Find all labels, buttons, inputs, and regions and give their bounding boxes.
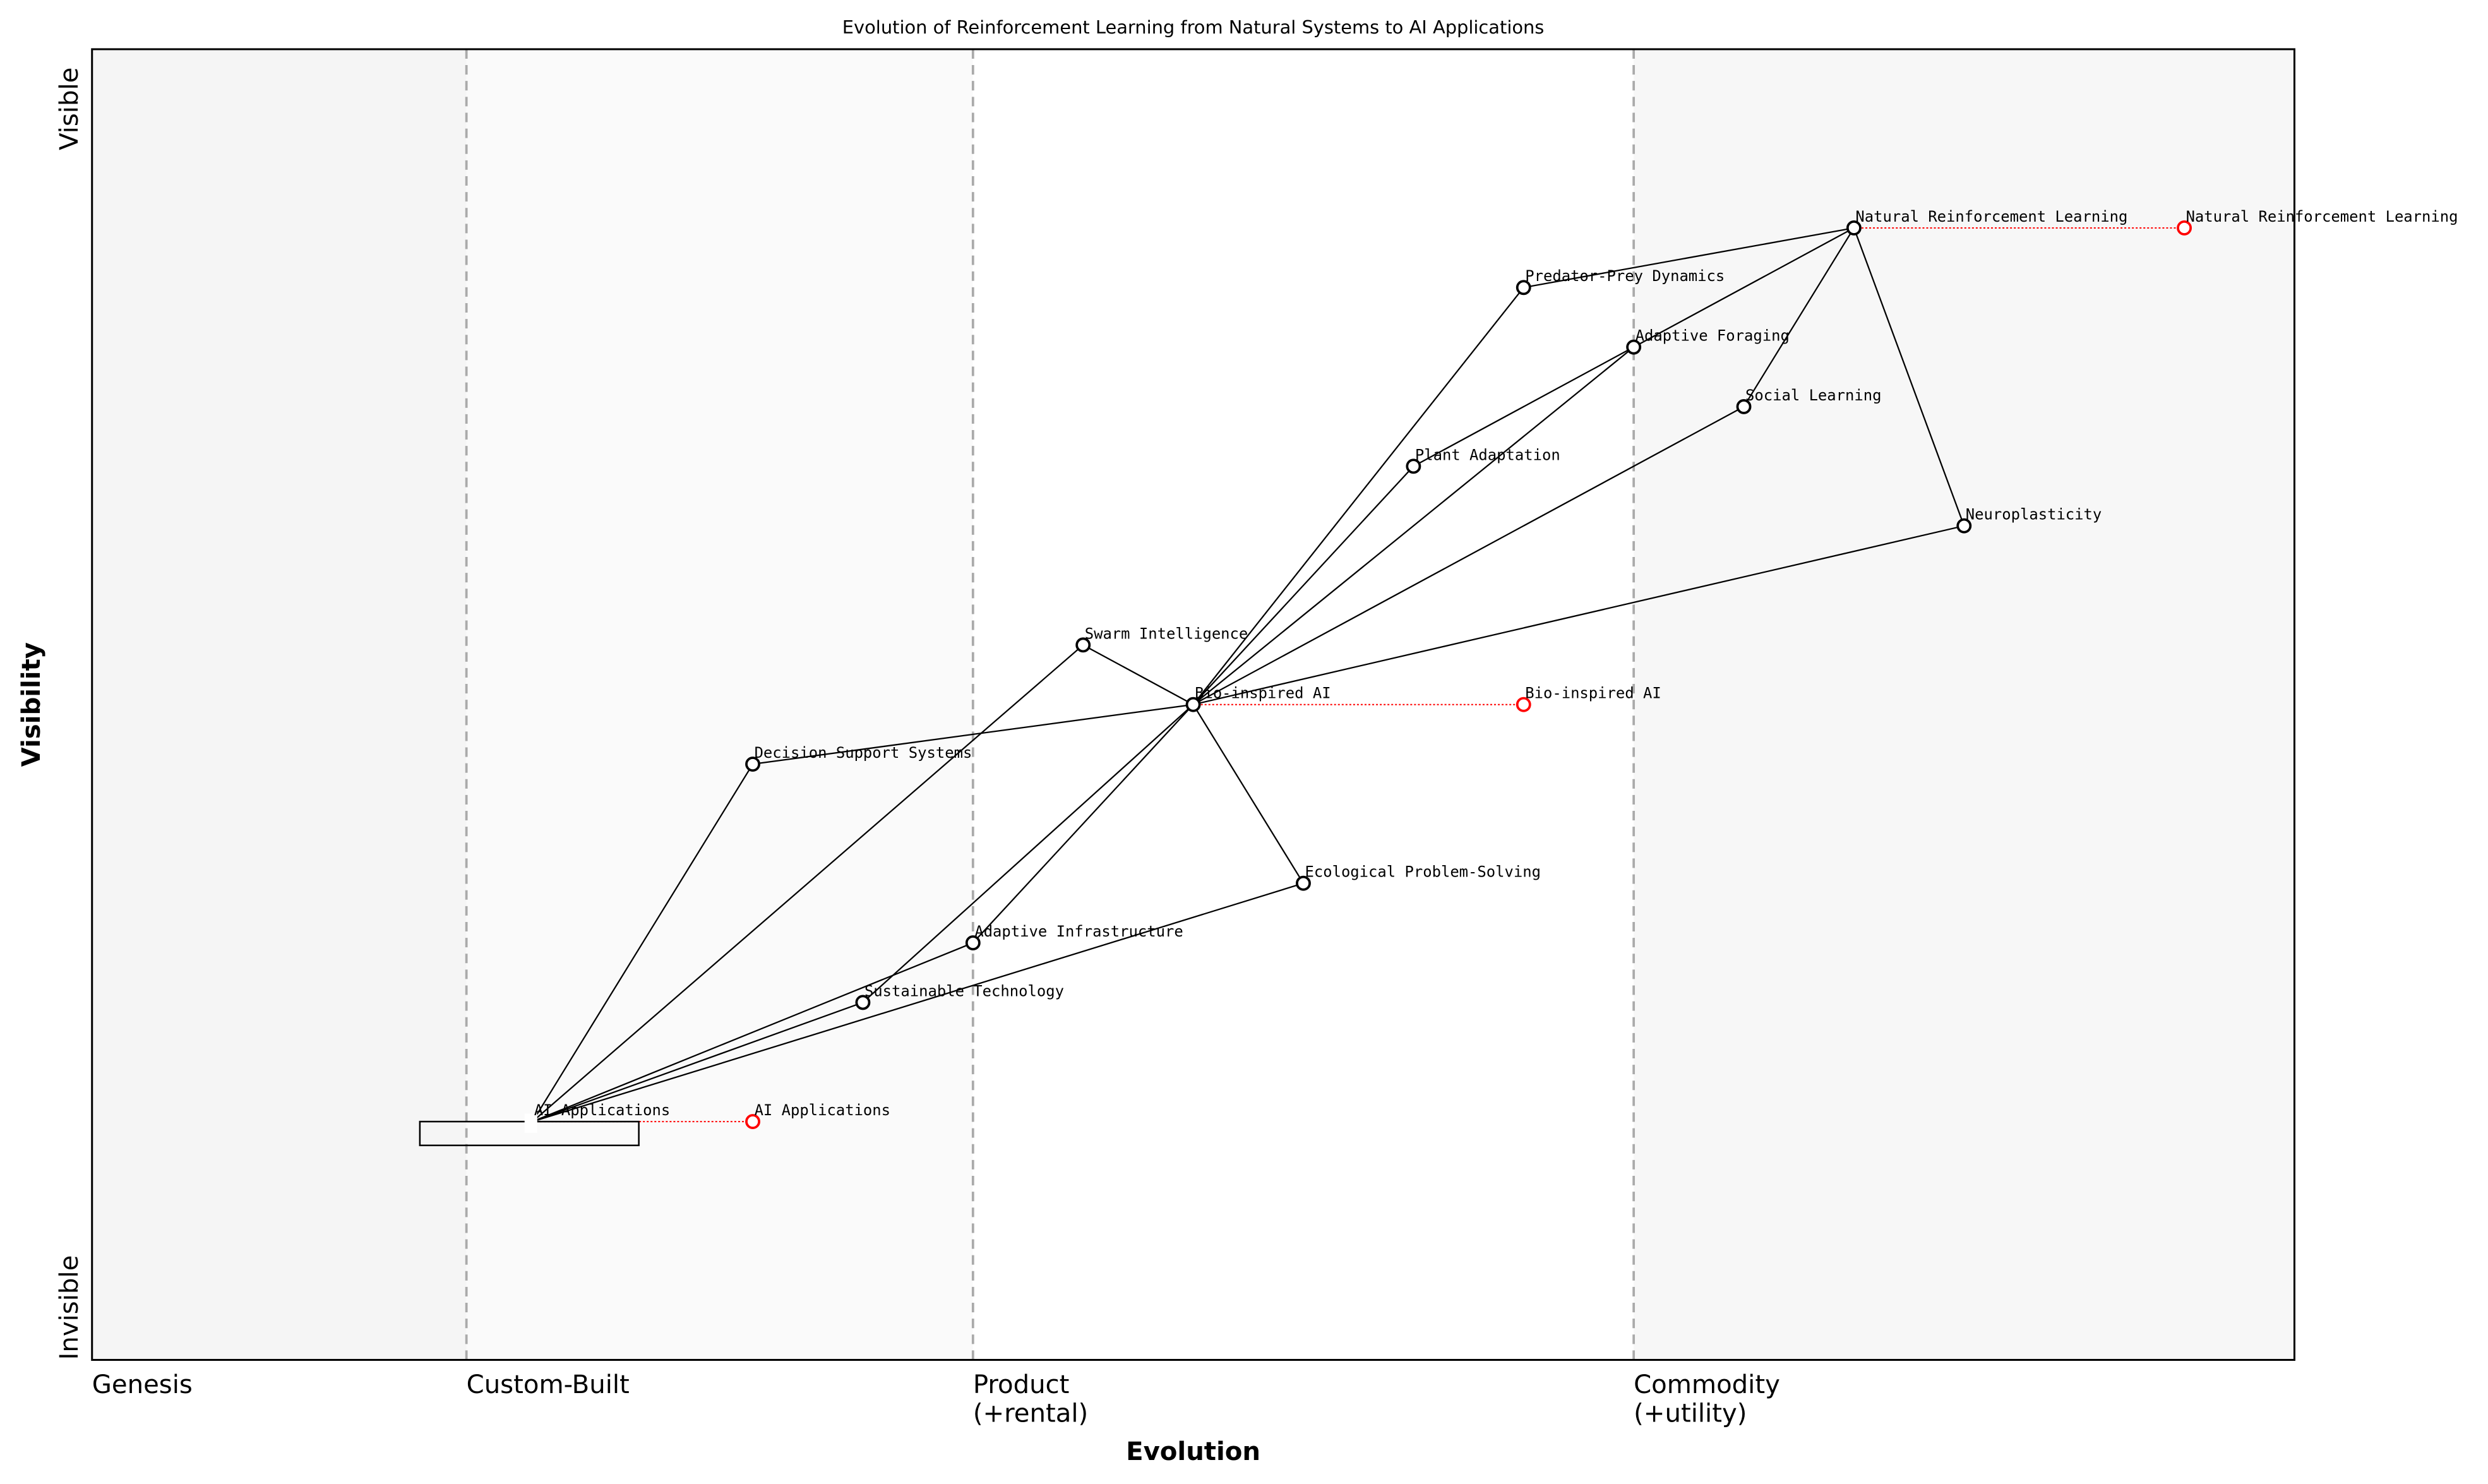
link-line	[532, 763, 754, 1122]
y-ticks: Invisible Visible	[55, 68, 84, 1360]
evolve-marker	[2177, 220, 2192, 236]
evolve-marker	[745, 1114, 760, 1130]
component-label: Plant Adaptation	[1415, 446, 1560, 464]
link-line	[752, 703, 1193, 765]
component-label: Adaptive Infrastructure	[974, 923, 1183, 940]
evolve-marker	[1516, 697, 1531, 712]
anchor-marker	[524, 1113, 537, 1133]
stage-band	[92, 49, 467, 1360]
component-label: Bio-inspired AI	[1195, 685, 1331, 702]
component-label: Predator-Prey Dynamics	[1525, 267, 1725, 285]
link-line	[1743, 227, 1855, 407]
link-line	[1633, 227, 1855, 348]
component-node	[1516, 280, 1531, 296]
x-tick-label: Genesis	[92, 1370, 193, 1399]
components: Natural Reinforcement Learning Predator-P…	[419, 208, 2127, 1147]
link-line	[532, 1002, 863, 1123]
link-line	[1192, 346, 1634, 705]
y-axis-label: Visibility	[17, 642, 46, 767]
link-line	[1082, 644, 1194, 705]
link-line	[1193, 405, 1745, 705]
chart-title: Evolution of Reinforcement Learning from…	[842, 16, 1545, 38]
component-label: Swarm Intelligence	[1085, 625, 1248, 642]
component-node	[1736, 399, 1752, 414]
evolve-label: Bio-inspired AI	[1525, 685, 1661, 702]
x-ticks: Genesis Custom-Built Product (+rental) Commo…	[92, 1370, 1780, 1428]
y-tick-label: Invisible	[55, 1255, 84, 1360]
link-line	[1192, 287, 1524, 705]
component-node	[745, 757, 760, 772]
y-tick-label: Visible	[55, 68, 84, 150]
x-axis-label: Evolution	[1126, 1437, 1260, 1466]
evolve-label: Natural Reinforcement Learning	[2186, 208, 2458, 225]
component-node	[1956, 518, 1972, 534]
link-line	[532, 644, 1084, 1122]
evolution-arrows: Natural Reinforcement Learning Bio-inspir…	[532, 208, 2458, 1130]
link-line	[1192, 704, 1304, 884]
component-label: Natural Reinforcement Learning	[1855, 208, 2127, 225]
component-label: Neuroplasticity	[1966, 506, 2102, 524]
component-node	[1296, 875, 1311, 891]
component-node	[855, 995, 871, 1010]
component-label: Decision Support Systems	[755, 744, 972, 762]
evolve-label: AI Applications	[755, 1101, 890, 1119]
link-line	[1853, 227, 1965, 527]
component-label: Sustainable Technology	[864, 982, 1064, 1000]
x-tick-label: Custom-Built	[467, 1370, 630, 1399]
link-line	[1193, 525, 1965, 705]
link-line	[1523, 227, 1855, 289]
stage-band	[466, 49, 973, 1360]
component-node	[965, 935, 981, 951]
link-line	[972, 703, 1194, 943]
component-node	[1185, 697, 1201, 712]
link-line	[1192, 465, 1414, 705]
component-node	[1075, 637, 1091, 653]
stage-band	[1634, 49, 2295, 1360]
plot-frame	[91, 48, 2295, 1361]
component-node	[1626, 339, 1642, 355]
link-line	[1413, 346, 1634, 467]
component-label: Ecological Problem-Solving	[1305, 863, 1540, 881]
stage-band	[972, 49, 1634, 1360]
component-label: Social Learning	[1745, 386, 1881, 404]
component-node	[1846, 220, 1862, 236]
component-label: AI Applications	[534, 1101, 670, 1119]
stage-lines	[465, 49, 1636, 1360]
x-tick-label: Commodity (+utility)	[1634, 1370, 1780, 1428]
link-line	[532, 882, 1304, 1123]
component-label: Adaptive Foraging	[1636, 327, 1790, 345]
link-line	[532, 942, 974, 1123]
links	[532, 227, 1965, 1123]
x-tick-label: Product (+rental)	[973, 1370, 1088, 1428]
component-node	[1406, 458, 1421, 474]
link-line	[862, 703, 1194, 1003]
